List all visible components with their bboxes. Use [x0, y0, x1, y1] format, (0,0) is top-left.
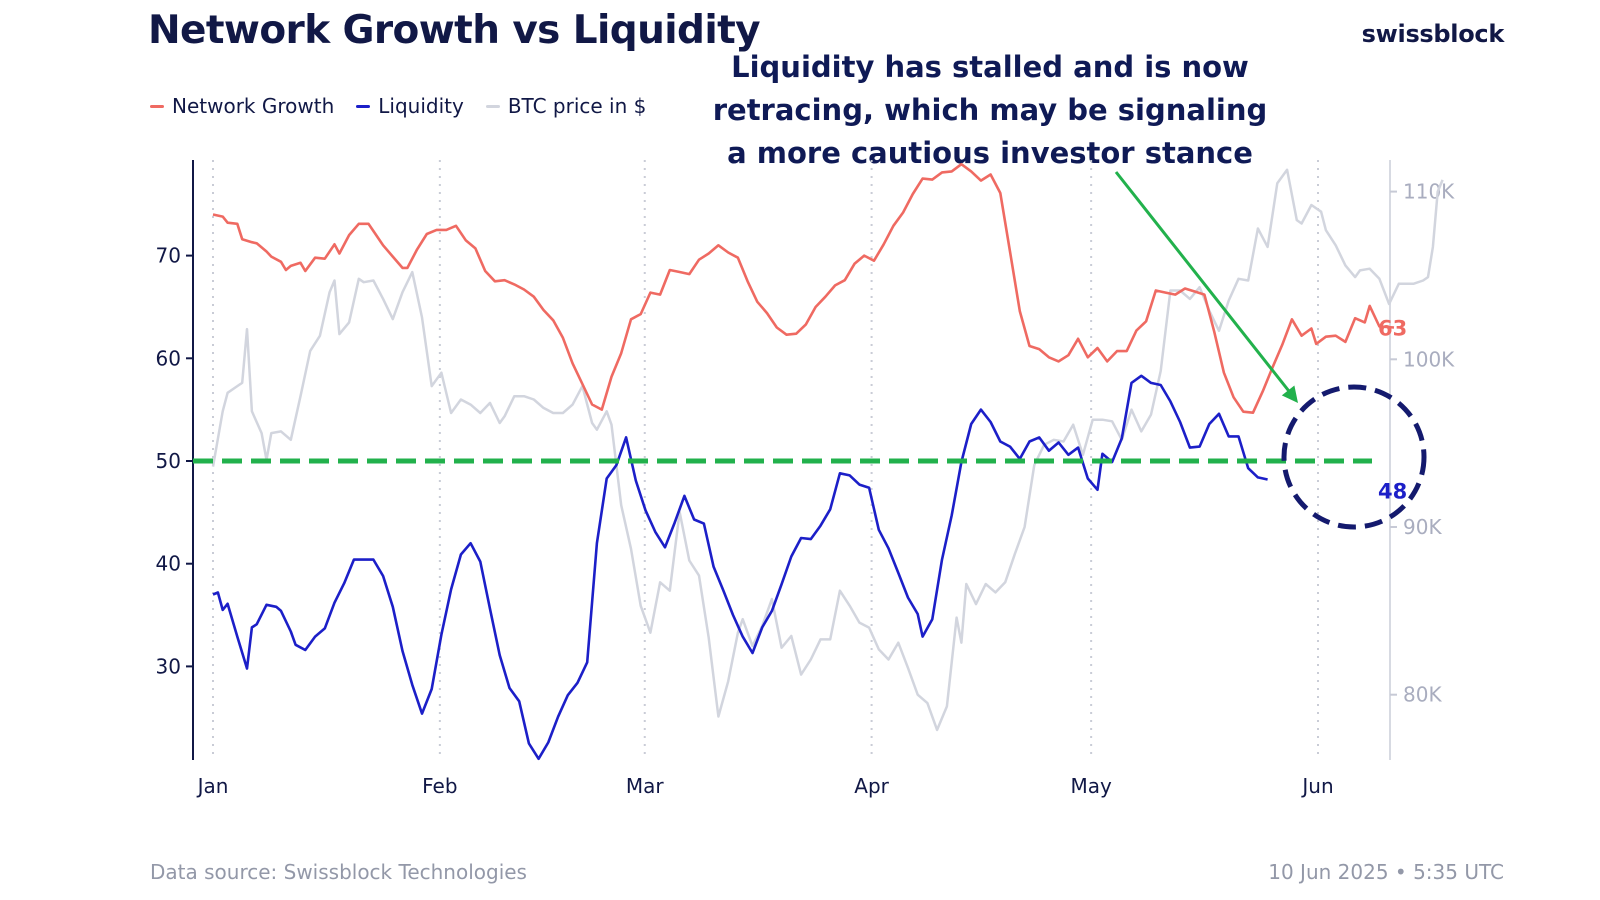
series-line-network-growth: [212, 162, 1395, 414]
legend-item-btc-price[interactable]: BTC price in $: [485, 94, 647, 118]
x-tick-label-feb: Feb: [422, 774, 457, 798]
timestamp: 10 Jun 2025 • 5:35 UTC: [1268, 860, 1504, 884]
brand-logo: swissblock: [1361, 20, 1505, 48]
x-tick-label-apr: Apr: [854, 774, 889, 798]
highlight-circle: [1281, 384, 1427, 530]
x-tick-label-jan: Jan: [196, 774, 229, 798]
left-tick-label: 70: [156, 244, 181, 268]
legend-label-liquidity: Liquidity: [378, 94, 464, 118]
legend-label-network-growth: Network Growth: [172, 94, 335, 118]
x-tick-label-may: May: [1070, 774, 1112, 798]
x-tick-label-mar: Mar: [626, 774, 665, 798]
legend-swatch-network-growth: [150, 104, 164, 108]
left-tick-label: 30: [156, 654, 181, 678]
annotation-arrow-line: [1114, 171, 1294, 396]
series-line-liquidity: [212, 374, 1268, 761]
left-tick-label: 40: [156, 552, 181, 576]
annotation-arrow-head: [1281, 385, 1298, 403]
right-tick-label: 80K: [1403, 683, 1442, 707]
legend-swatch-liquidity: [356, 104, 371, 108]
legend-item-network-growth[interactable]: Network Growth: [150, 94, 334, 118]
series-line-btc-price: [211, 168, 1444, 732]
right-tick-label: 110K: [1403, 180, 1455, 204]
x-tick-label-jun: Jun: [1300, 774, 1333, 798]
legend-label-btc-price: BTC price in $: [507, 94, 647, 118]
end-label-liquidity: 48: [1378, 479, 1407, 503]
chart-title: Network Growth vs Liquidity: [148, 8, 761, 53]
left-tick-label: 60: [156, 346, 181, 370]
chart-legend: Network Growth Liquidity BTC price in $: [150, 94, 646, 118]
end-label-network-growth: 63: [1378, 316, 1407, 340]
legend-item-liquidity[interactable]: Liquidity: [356, 94, 464, 118]
legend-swatch-btc-price: [485, 104, 500, 108]
data-source-note: Data source: Swissblock Technologies: [150, 860, 527, 884]
chart-annotation: Liquidity has stalled and is now retraci…: [712, 50, 1268, 170]
right-tick-label: 90K: [1403, 515, 1442, 539]
left-tick-label: 50: [156, 449, 181, 473]
right-tick-label: 100K: [1403, 347, 1455, 371]
